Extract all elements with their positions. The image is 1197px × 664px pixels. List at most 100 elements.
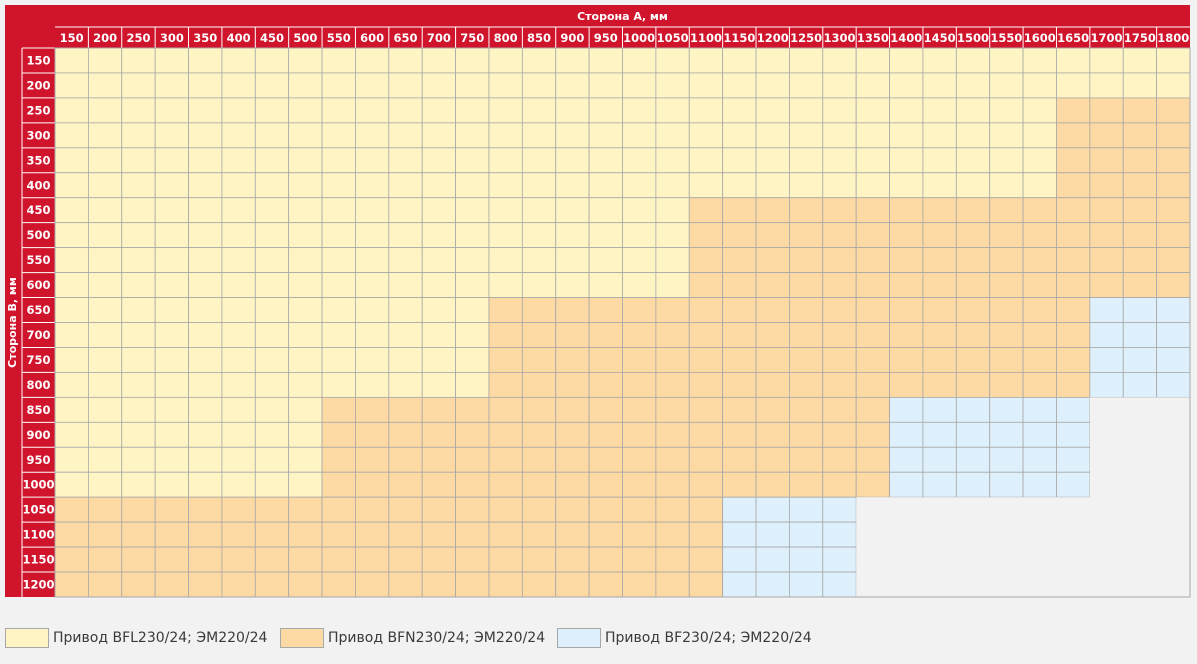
cell-1650x1100 [1056, 522, 1090, 548]
cell-1050x1000 [655, 471, 690, 498]
cell-1050x650 [655, 297, 690, 323]
cell-1500x850 [955, 396, 991, 423]
cell-1100x1100 [688, 521, 724, 548]
cell-1250x600 [789, 272, 824, 298]
cell-1550x200 [989, 72, 1024, 99]
cell-1250x900 [789, 421, 824, 448]
cell-1100x500 [688, 222, 724, 249]
cell-650x800 [388, 372, 423, 398]
cell-1700x800 [1089, 372, 1124, 398]
cell-1800x700 [1156, 322, 1191, 348]
cell-1250x450 [789, 197, 824, 224]
cell-950x650 [588, 297, 623, 323]
cell-1750x650 [1122, 297, 1158, 323]
cell-1100x750 [688, 347, 724, 373]
cell-750x350 [455, 147, 490, 174]
cell-650x150 [388, 47, 423, 74]
cell-500x750 [288, 347, 323, 373]
cell-250x450 [121, 197, 156, 224]
cell-1600x700 [1022, 322, 1057, 348]
cell-1550x800 [989, 372, 1024, 398]
cell-200x1150 [87, 546, 123, 573]
cell-550x900 [321, 421, 356, 448]
row-header-300: 300 [26, 128, 50, 142]
cell-1350x400 [855, 172, 890, 199]
cell-1200x650 [755, 297, 790, 323]
cell-1250x200 [789, 72, 824, 99]
cell-600x400 [355, 172, 390, 199]
cell-500x1200 [288, 571, 323, 598]
col-header-1500: 1500 [957, 31, 989, 45]
cell-350x350 [188, 147, 223, 174]
legend-swatch-bfl [5, 628, 49, 648]
cell-1800x300 [1156, 122, 1191, 149]
cell-1250x700 [789, 322, 824, 348]
cell-1250x250 [789, 97, 824, 124]
cell-450x250 [254, 97, 290, 124]
cell-1050x1100 [655, 521, 690, 548]
cell-450x800 [254, 372, 290, 398]
cell-800x450 [488, 197, 523, 224]
cell-1800x150 [1156, 47, 1191, 74]
cell-350x650 [188, 297, 223, 323]
cell-1200x250 [755, 97, 790, 124]
y-axis-title: Сторона В, мм [6, 277, 19, 368]
cell-850x150 [521, 47, 557, 74]
cell-750x1100 [455, 521, 490, 548]
cell-1100x900 [688, 421, 724, 448]
row-header-bar [5, 5, 55, 597]
col-header-1050: 1050 [657, 31, 689, 45]
cell-1250x1000 [789, 471, 824, 498]
cell-200x1000 [87, 471, 123, 498]
cell-1800x950 [1156, 447, 1190, 473]
cell-750x450 [455, 197, 490, 224]
cell-1750x1150 [1123, 547, 1157, 573]
cell-700x950 [421, 446, 456, 473]
cell-300x300 [154, 122, 189, 149]
cell-500x700 [288, 322, 323, 348]
cell-1750x1050 [1123, 497, 1157, 523]
cell-1750x1000 [1123, 472, 1157, 498]
cell-600x800 [355, 372, 390, 398]
cell-500x150 [288, 47, 323, 74]
cell-950x800 [588, 372, 623, 398]
cell-1500x400 [955, 172, 991, 199]
cell-1300x250 [822, 97, 857, 124]
cell-900x900 [555, 421, 590, 448]
cell-400x1000 [221, 471, 256, 498]
cell-150x200 [54, 72, 89, 99]
cell-250x1200 [121, 571, 156, 598]
cell-500x900 [288, 421, 323, 448]
cell-1650x500 [1056, 222, 1091, 249]
cell-1250x1200 [789, 571, 824, 598]
cell-1050x550 [655, 247, 690, 273]
cell-700x550 [421, 247, 456, 273]
row-header-200: 200 [26, 78, 50, 92]
cell-350x850 [188, 396, 223, 423]
cell-1250x1100 [789, 521, 824, 548]
cell-1450x400 [922, 172, 957, 199]
cell-1300x200 [822, 72, 857, 99]
cell-1000x400 [622, 172, 657, 199]
cell-1350x1100 [856, 522, 890, 548]
cell-1600x150 [1022, 47, 1057, 74]
cell-1150x950 [722, 446, 757, 473]
cell-1100x950 [688, 446, 724, 473]
legend-swatch-bfn [280, 628, 324, 648]
cell-800x200 [488, 72, 523, 99]
row-header-850: 850 [26, 403, 50, 417]
cell-750x650 [455, 297, 490, 323]
cell-1550x350 [989, 147, 1024, 174]
cell-250x400 [121, 172, 156, 199]
cell-450x600 [254, 272, 290, 298]
cell-150x1150 [54, 546, 89, 573]
cell-1150x1200 [722, 571, 757, 598]
cell-1600x1050 [1023, 497, 1057, 523]
cell-1150x250 [722, 97, 757, 124]
cell-1150x1050 [722, 496, 757, 523]
cell-300x500 [154, 222, 189, 249]
cell-1450x750 [922, 347, 957, 373]
cell-600x200 [355, 72, 390, 99]
cell-1100x1050 [688, 496, 724, 523]
cell-400x350 [221, 147, 256, 174]
